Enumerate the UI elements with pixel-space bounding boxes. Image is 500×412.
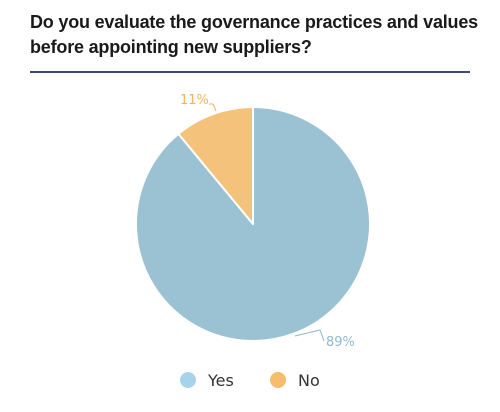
chart-title: Do you evaluate the governance practices…: [30, 12, 478, 57]
data-label-yes: 89%: [326, 335, 355, 350]
legend-marker-yes: [180, 372, 196, 388]
legend-item-no: No: [270, 366, 320, 394]
data-label-no: 11%: [180, 93, 209, 108]
pie-slice-no: [177, 106, 254, 225]
legend-marker-no: [270, 372, 286, 388]
title-divider: [30, 71, 470, 73]
leader-line-no: [209, 103, 217, 112]
legend-item-yes: Yes: [180, 366, 234, 394]
legend-label-yes: Yes: [208, 370, 234, 390]
leader-line-yes: [294, 329, 325, 342]
legend: Yes No: [0, 366, 500, 394]
legend-label-no: No: [298, 370, 320, 390]
